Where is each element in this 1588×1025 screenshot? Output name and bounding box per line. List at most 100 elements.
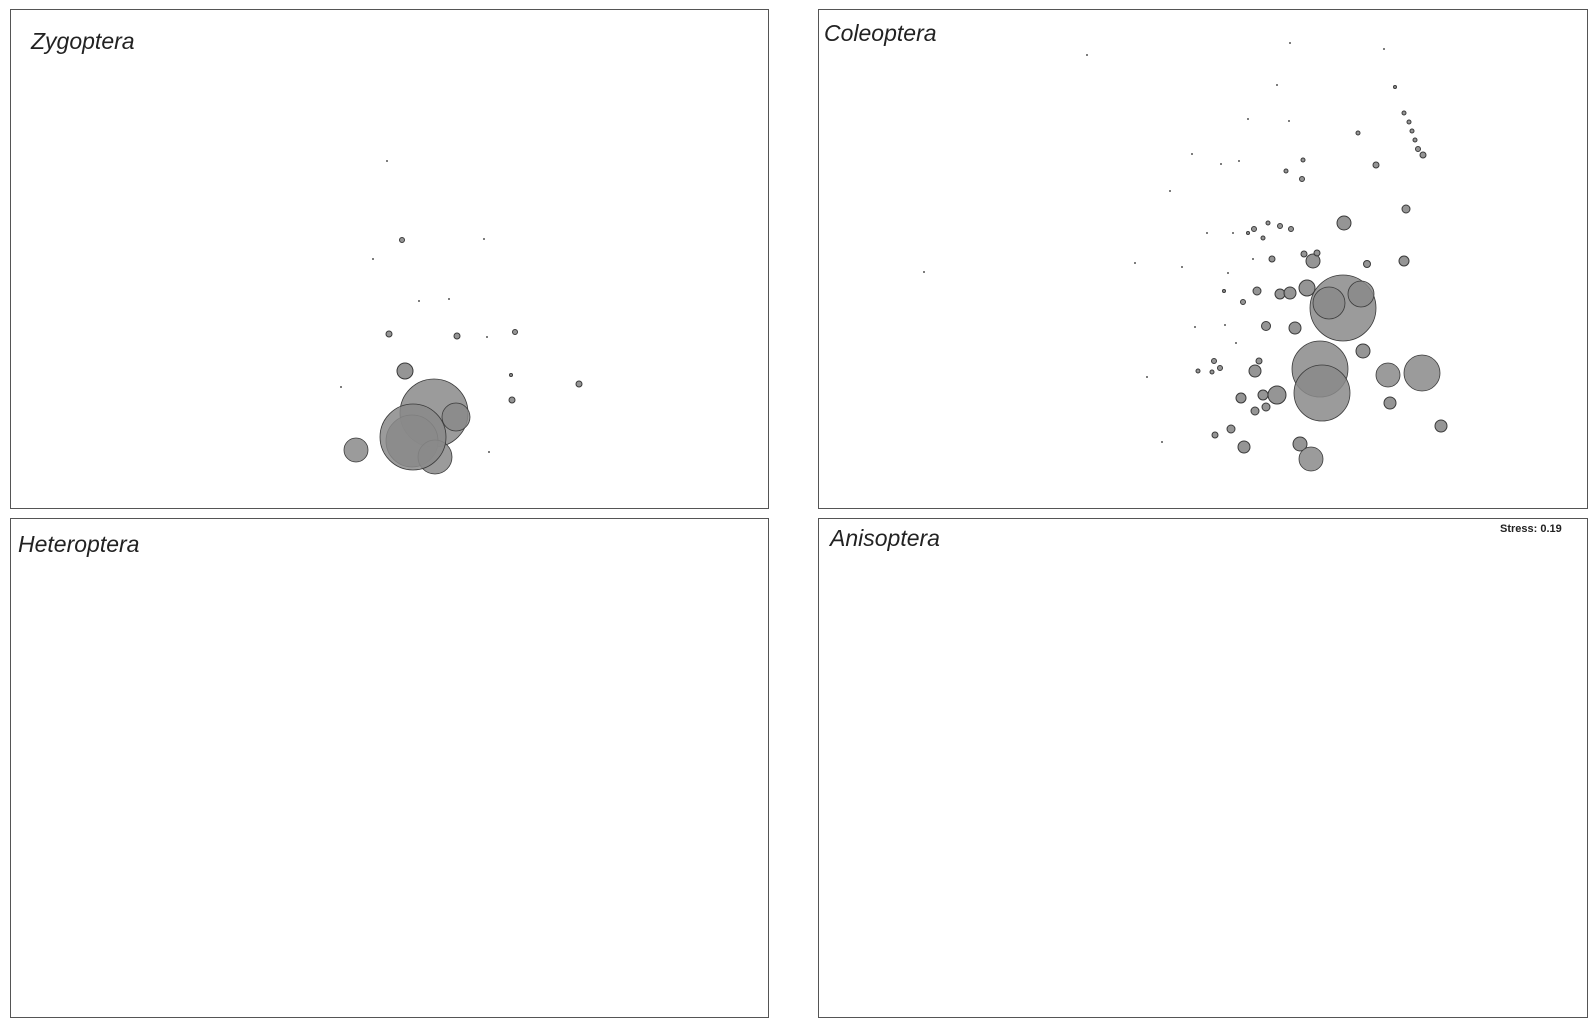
data-point (1276, 84, 1278, 86)
data-point (1226, 424, 1236, 434)
coleoptera-plot (923, 42, 1448, 472)
data-point (1398, 255, 1410, 267)
coleoptera-panel: Coleoptera (818, 9, 1588, 509)
data-point (1261, 321, 1271, 331)
data-point (1235, 392, 1247, 404)
data-point (483, 238, 485, 240)
data-point (1267, 385, 1287, 405)
data-point (1206, 232, 1208, 234)
data-point (1240, 299, 1246, 305)
data-point (1300, 250, 1308, 258)
data-point (1283, 286, 1297, 300)
data-point (1146, 376, 1148, 378)
data-point (379, 403, 447, 471)
data-point (1211, 431, 1219, 439)
data-point (1375, 362, 1401, 388)
data-point (1191, 153, 1193, 155)
data-point (1347, 280, 1375, 308)
zygoptera-plot (340, 160, 583, 475)
data-point (923, 271, 925, 273)
data-point (1419, 151, 1427, 159)
data-point (386, 160, 388, 162)
data-point (1227, 272, 1229, 274)
data-point (1086, 54, 1088, 56)
data-point (1260, 235, 1266, 241)
data-point (1257, 389, 1269, 401)
data-point (1235, 342, 1237, 344)
data-point (1277, 223, 1283, 229)
data-point (512, 329, 518, 335)
anisoptera-panel: Anisoptera Stress: 0.19 (818, 518, 1588, 1018)
data-point (1293, 364, 1351, 422)
data-point (575, 380, 583, 388)
data-point (1222, 289, 1226, 293)
data-point (1383, 396, 1397, 410)
data-point (1252, 258, 1254, 260)
data-point (1265, 220, 1271, 226)
data-point (488, 451, 490, 453)
data-point (1274, 288, 1286, 300)
data-point (1194, 326, 1196, 328)
data-point (1252, 286, 1262, 296)
data-point (1372, 161, 1380, 169)
data-point (340, 386, 342, 388)
data-point (1246, 231, 1250, 235)
data-point (1248, 364, 1262, 378)
data-point (1298, 279, 1316, 297)
data-point (1217, 365, 1223, 371)
data-point (1415, 146, 1421, 152)
data-point (1292, 436, 1308, 452)
anisoptera-plot (819, 519, 1588, 1019)
data-point (1288, 120, 1290, 122)
heteroptera-panel: Heteroptera (10, 518, 769, 1018)
data-point (1406, 119, 1412, 125)
heteroptera-plot (11, 519, 770, 1019)
data-point (1283, 168, 1289, 174)
data-point (1363, 260, 1371, 268)
data-point (1237, 440, 1251, 454)
data-point (372, 258, 374, 260)
data-point (508, 396, 516, 404)
data-point (1134, 262, 1136, 264)
data-point (1289, 42, 1291, 44)
data-point (1313, 249, 1321, 257)
data-point (1300, 157, 1306, 163)
data-point (1393, 85, 1397, 89)
data-point (1161, 441, 1163, 443)
data-point (1403, 354, 1441, 392)
data-point (1209, 369, 1215, 375)
data-point (1211, 358, 1217, 364)
data-point (486, 336, 488, 338)
data-point (1299, 176, 1305, 182)
stress-label: Stress: 0.19 (1500, 523, 1562, 535)
data-point (1181, 266, 1183, 268)
data-point (1401, 110, 1407, 116)
zygoptera-title: Zygoptera (31, 28, 135, 54)
data-point (1355, 343, 1371, 359)
data-point (1238, 160, 1240, 162)
zygoptera-panel: Zygoptera (10, 9, 769, 509)
data-point (1409, 128, 1415, 134)
data-point (1336, 215, 1352, 231)
data-point (1232, 232, 1234, 234)
data-point (1169, 190, 1171, 192)
data-point (1288, 321, 1302, 335)
data-point (1298, 446, 1324, 472)
data-point (1220, 163, 1222, 165)
data-point (1412, 137, 1418, 143)
data-point (1268, 255, 1276, 263)
data-point (1288, 226, 1294, 232)
coleoptera-title: Coleoptera (824, 20, 937, 46)
data-point (343, 437, 369, 463)
data-point (1401, 204, 1411, 214)
data-point (1312, 286, 1346, 320)
data-point (1250, 406, 1260, 416)
data-point (1355, 130, 1361, 136)
data-point (1224, 324, 1226, 326)
data-point (1255, 357, 1263, 365)
data-point (441, 402, 471, 432)
data-point (396, 362, 414, 380)
data-point (1251, 226, 1257, 232)
heteroptera-title: Heteroptera (18, 531, 140, 557)
data-point (1305, 253, 1321, 269)
